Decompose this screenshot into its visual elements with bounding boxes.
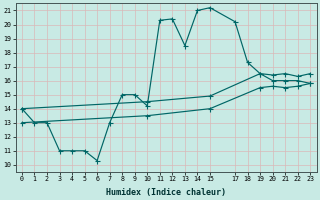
X-axis label: Humidex (Indice chaleur): Humidex (Indice chaleur) xyxy=(106,188,226,197)
